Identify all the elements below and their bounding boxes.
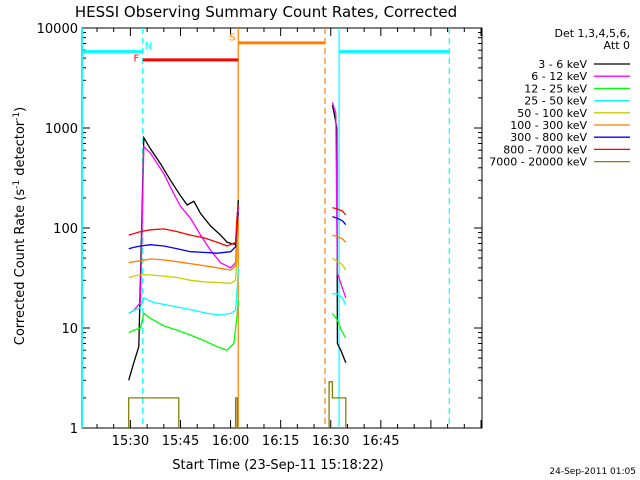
series-line [332,234,347,243]
series-line [332,257,347,271]
y-tick-label: 10 [61,322,78,337]
series-7 [128,204,347,247]
legend-label: 25 - 50 keV [524,95,587,108]
series-4 [128,237,347,284]
y-axis-label: Corrected Count Rate (s-1 detector-1) [12,107,28,345]
legend-header: Att 0 [604,39,630,52]
state-flag: F [134,54,140,65]
series-6 [128,211,347,254]
series-line [128,211,239,254]
series-line [128,397,180,428]
series-line [128,237,239,284]
legend-label: 3 - 6 keV [538,58,587,71]
x-tick-label: 16:45 [362,434,399,449]
x-tick-label: 16:00 [212,434,249,449]
legend-label: 7000 - 20000 keV [489,156,587,169]
series-line [331,313,347,339]
series-line [234,397,238,428]
series-1 [128,102,347,314]
state-flag: N [145,41,152,52]
series-line [328,381,347,428]
chart-title: HESSI Observing Summary Count Rates, Cor… [75,3,457,21]
plot-area: 1 10 100 1000 10000 15:30 15:45 16:00 16:15 16:30… [37,22,483,449]
x-tick-label: 15:30 [112,434,149,449]
footer-timestamp: 24-Sep-2011 01:05 [549,467,636,477]
legend-label: 6 - 12 keV [531,70,587,83]
x-axis-label: Start Time (23-Sep-11 15:18:22) [172,458,383,473]
series-line [332,293,347,306]
y-tick-label: 100 [53,222,78,237]
series-2 [128,300,347,351]
y-tick-label: 1 [70,422,78,437]
legend-label: 50 - 100 keV [517,107,587,120]
series-line [332,215,347,226]
series-line [332,206,347,216]
state-flag: S [229,32,235,43]
series-line [128,267,239,316]
legend-label: 300 - 800 keV [510,131,587,144]
series-line [128,135,239,381]
series-line [128,223,239,271]
series-5 [128,223,347,271]
legend-header: Det 1,3,4,5,6, [554,27,630,40]
series-line [331,102,347,299]
x-tick-label: 16:15 [262,434,299,449]
x-tick-label: 15:45 [162,434,199,449]
y-tick-label: 1000 [45,122,78,137]
series-line [128,204,239,247]
y-tick-label: 10000 [37,22,78,37]
series-line [128,145,239,314]
x-tick-label: 16:30 [312,434,349,449]
series-8 [128,381,347,428]
legend-label: 800 - 7000 keV [503,143,587,156]
legend-label: 12 - 25 keV [524,82,587,95]
series-line [128,300,239,351]
series-3 [128,267,347,316]
legend-label: 100 - 300 keV [510,119,587,132]
